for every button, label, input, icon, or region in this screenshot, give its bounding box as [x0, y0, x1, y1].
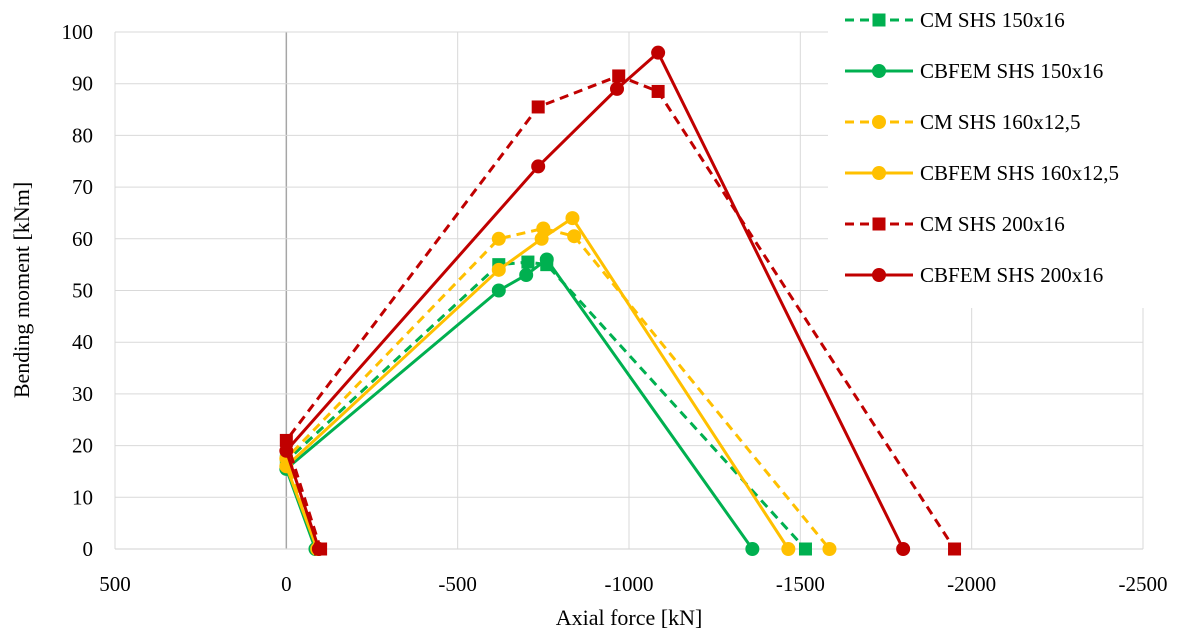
x-tick-label: -2000: [947, 572, 996, 596]
y-tick-label: 80: [72, 123, 93, 147]
data-point: [651, 84, 665, 98]
data-point: [565, 211, 580, 226]
data-point: [610, 81, 625, 96]
legend-label: CBFEM SHS 200x16: [920, 263, 1103, 287]
legend-item: CBFEM SHS 150x16: [845, 59, 1103, 83]
y-tick-label: 90: [72, 72, 93, 96]
legend-item: CBFEM SHS 160x12,5: [845, 161, 1119, 185]
legend-item: CM SHS 150x16: [845, 8, 1065, 32]
legend-item: CBFEM SHS 200x16: [845, 263, 1103, 287]
series-line: [284, 216, 790, 550]
data-point: [491, 283, 506, 298]
y-tick-label: 60: [72, 227, 93, 251]
legend-label: CM SHS 150x16: [920, 8, 1065, 32]
y-tick-label: 30: [72, 382, 93, 406]
tick-labels: 500 0 -500 -1000 -1500 -2000 -2500010203040506…: [62, 20, 1168, 596]
legend-background: [828, 4, 1178, 308]
y-tick-label: 50: [72, 279, 93, 303]
data-point: [798, 542, 812, 556]
legend-marker: [872, 13, 886, 27]
data-point: [745, 542, 760, 556]
data-point: [948, 542, 962, 556]
y-tick-label: 70: [72, 175, 93, 199]
data-point: [279, 443, 294, 458]
data-point: [539, 252, 554, 267]
data-point: [822, 542, 837, 556]
y-tick-label: 10: [72, 485, 93, 509]
data-point: [491, 262, 506, 277]
legend-label: CBFEM SHS 150x16: [920, 59, 1103, 83]
data-point: [781, 542, 796, 556]
legend-item: CM SHS 200x16: [845, 212, 1065, 236]
data-point: [536, 221, 551, 236]
series-group: [279, 45, 962, 556]
series-line: [284, 51, 905, 550]
y-tick-label: 0: [83, 537, 94, 561]
legend-label: CM SHS 200x16: [920, 212, 1065, 236]
data-point: [279, 433, 293, 447]
series-cbfem-shs-200x16: [279, 45, 911, 556]
x-tick-label: -1000: [605, 572, 654, 596]
legend-marker: [872, 268, 886, 282]
x-axis-title: Axial force [kN]: [556, 605, 703, 630]
legend-marker: [872, 217, 886, 231]
data-point: [521, 255, 535, 269]
data-point: [311, 542, 326, 556]
data-point: [651, 45, 666, 60]
legend-item: CM SHS 160x12,5: [845, 110, 1080, 134]
data-point: [534, 231, 549, 246]
series-line: [284, 74, 956, 550]
data-point: [519, 267, 534, 282]
data-point: [612, 69, 626, 83]
legend-marker: [872, 166, 886, 180]
series-cbfem-shs-160x12-5: [279, 211, 796, 556]
x-tick-label: 0: [281, 572, 292, 596]
data-point: [896, 542, 911, 556]
data-point: [531, 159, 546, 174]
legend: CM SHS 150x16 CBFEM SHS 150x16 CM SHS 160x…: [828, 4, 1178, 308]
x-tick-label: 500: [99, 572, 131, 596]
legend-label: CBFEM SHS 160x12,5: [920, 161, 1119, 185]
y-tick-label: 40: [72, 330, 93, 354]
data-point: [531, 100, 545, 114]
y-axis-title: Bending moment [kNm]: [9, 182, 34, 398]
y-tick-label: 100: [62, 20, 94, 44]
data-point: [491, 231, 506, 246]
x-tick-label: -2500: [1119, 572, 1168, 596]
series-line: [284, 257, 754, 550]
data-point: [567, 229, 582, 244]
series-line: [284, 260, 807, 551]
x-tick-label: -1500: [776, 572, 825, 596]
x-tick-label: -500: [438, 572, 477, 596]
legend-marker: [872, 64, 886, 78]
y-tick-label: 20: [72, 434, 93, 458]
legend-label: CM SHS 160x12,5: [920, 110, 1080, 134]
legend-marker: [872, 115, 886, 129]
